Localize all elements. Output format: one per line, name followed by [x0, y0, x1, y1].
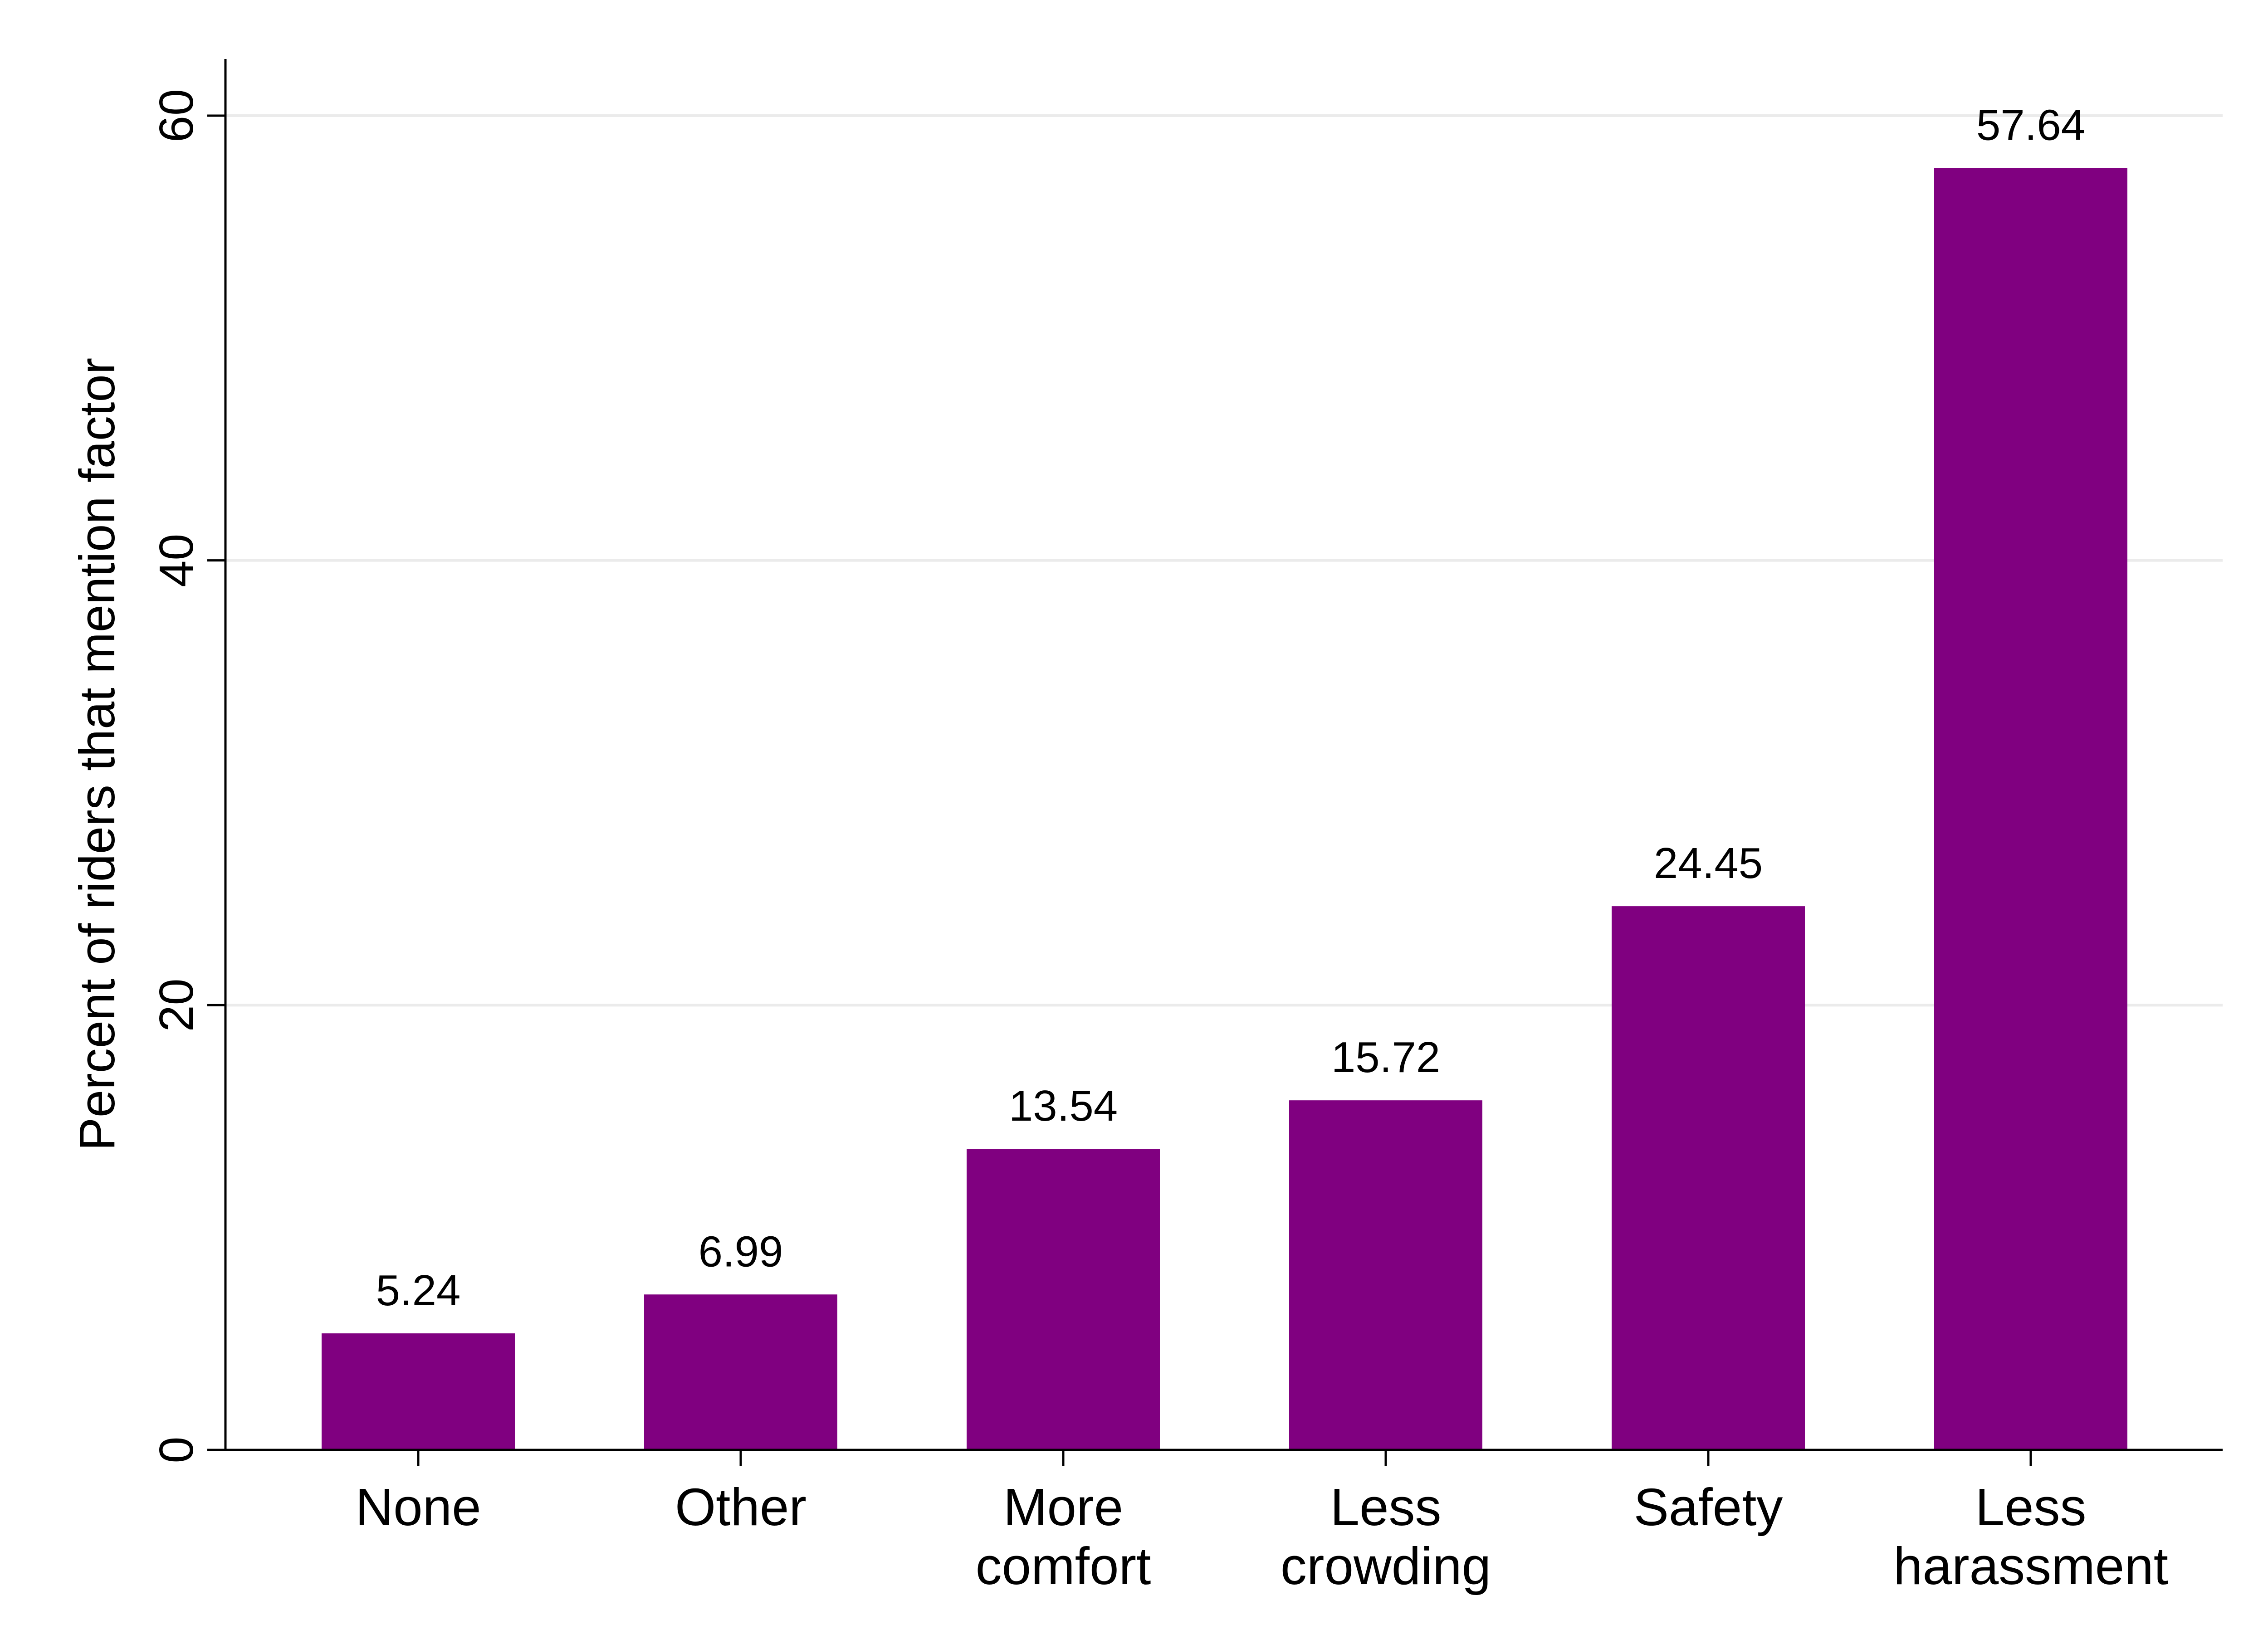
bars — [322, 168, 2127, 1450]
x-tick-label: Other — [675, 1478, 807, 1537]
y-tick-label: 40 — [150, 534, 203, 587]
bar-value-label: 24.45 — [1654, 839, 1763, 888]
bar-value-label: 6.99 — [699, 1227, 783, 1276]
bar — [1289, 1100, 1482, 1450]
y-tick-label: 20 — [150, 978, 203, 1032]
bar — [1612, 906, 1805, 1450]
bar-value-label: 13.54 — [1009, 1082, 1118, 1130]
axes — [224, 59, 2223, 1451]
y-tick-label: 0 — [150, 1437, 203, 1464]
x-tick-label: More comfort — [976, 1478, 1151, 1595]
y-tick-label: 60 — [150, 89, 203, 142]
x-ticks: None Other More comfort Less crowding Safety Le… — [355, 1450, 2168, 1595]
bar-value-label: 5.24 — [376, 1266, 461, 1315]
x-tick-label: Less harassment — [1893, 1478, 2168, 1595]
bar-value-label: 15.72 — [1331, 1033, 1440, 1082]
value-labels: 5.24 6.99 13.54 15.72 24.45 57.64 — [376, 101, 2086, 1315]
x-tick-label: Less crowding — [1281, 1478, 1491, 1595]
bar — [967, 1149, 1160, 1450]
bar — [1934, 168, 2127, 1450]
bar — [644, 1294, 837, 1450]
y-axis-title: Percent of riders that mention factor — [69, 358, 125, 1151]
bar-value-label: 57.64 — [1976, 101, 2085, 150]
bar — [322, 1333, 515, 1450]
x-tick-label: Safety — [1634, 1478, 1783, 1537]
x-tick-label: None — [355, 1478, 481, 1537]
gridlines — [225, 114, 2223, 1007]
y-ticks: 0 20 40 60 — [150, 89, 225, 1463]
